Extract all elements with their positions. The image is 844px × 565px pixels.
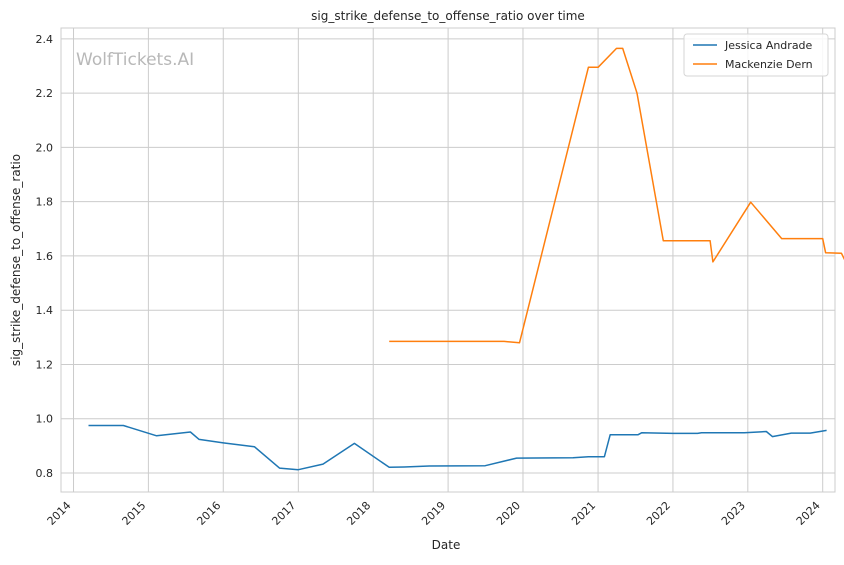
chart-title: sig_strike_defense_to_offense_ratio over… [311,9,585,23]
legend-label-jessica-andrade: Jessica Andrade [724,39,813,52]
legend-label-mackenzie-dern: Mackenzie Dern [725,58,813,71]
y-tick-label: 0.8 [36,467,54,480]
y-tick-label: 1.8 [36,196,54,209]
y-tick-label: 2.2 [36,87,54,100]
y-tick-label: 1.4 [36,304,54,317]
legend: Jessica Andrade Mackenzie Dern [684,34,828,76]
y-tick-label: 1.6 [36,250,54,263]
y-tick-label: 1.2 [36,358,54,371]
y-axis-ticks: 0.8 1.0 1.2 1.4 1.6 1.8 2.0 2.2 2.4 [36,33,54,480]
y-tick-label: 1.0 [36,413,54,426]
y-tick-label: 2.4 [36,33,54,46]
y-axis-label: sig_strike_defense_to_offense_ratio [9,154,23,366]
y-tick-label: 2.0 [36,141,54,154]
watermark: WolfTickets.AI [76,50,194,70]
x-axis-label: Date [432,538,461,552]
